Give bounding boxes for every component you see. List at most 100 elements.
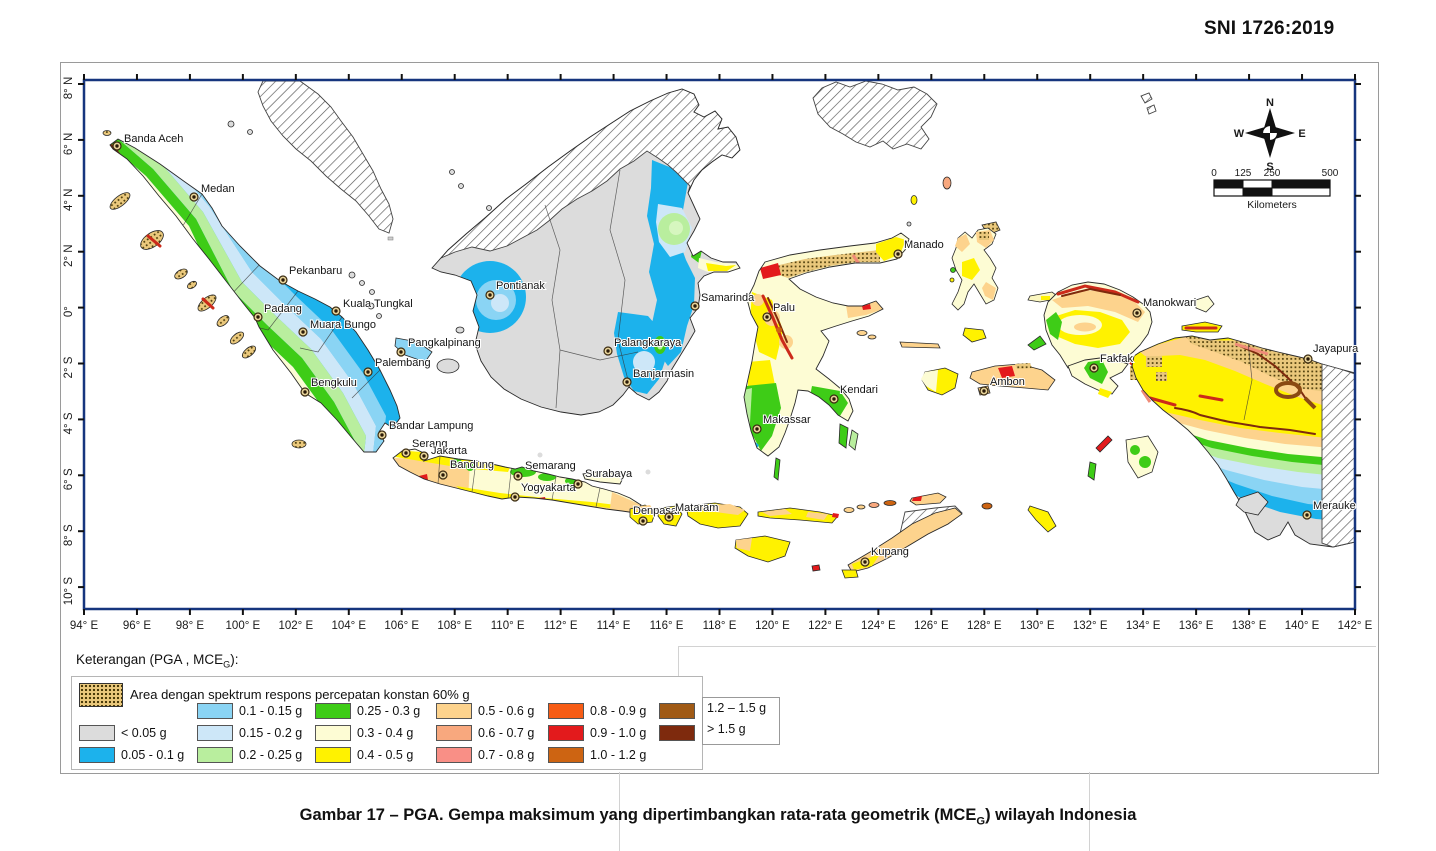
city-label: Ambon: [990, 376, 1025, 388]
city-marker-dot: [115, 144, 119, 148]
x-axis-label: 100° E: [226, 620, 261, 632]
city-marker-dot: [576, 482, 580, 486]
legend-swatch: [436, 703, 472, 719]
city-label: Banda Aceh: [124, 133, 183, 145]
x-axis-label: 136° E: [1179, 620, 1214, 632]
x-axis-label: 130° E: [1020, 620, 1055, 632]
sulawesi-small-islands: [773, 176, 952, 481]
legend-title-pre: Keterangan (PGA , MCE: [76, 652, 224, 667]
city-label: Muara Bungo: [310, 319, 376, 331]
city-marker-dot: [256, 315, 260, 319]
city-marker-dot: [863, 560, 867, 564]
table-line-v2: [619, 772, 620, 851]
legend-label: 0.05 - 0.1 g: [121, 748, 185, 762]
city-marker-dot: [516, 474, 520, 478]
legend-swatch: [548, 725, 584, 741]
city-marker-dot: [488, 293, 492, 297]
legend-swatch: [548, 747, 584, 763]
legend-hatch-label: Area dengan spektrum respons percepatan …: [130, 687, 470, 702]
figure-caption: Gambar 17 – PGA. Gempa maksimum yang dip…: [0, 806, 1436, 827]
y-axis-label: 2° S: [63, 356, 75, 378]
x-axis-label: 96° E: [123, 620, 152, 632]
city-marker-dot: [301, 330, 305, 334]
scale-500: 500: [1322, 168, 1339, 179]
x-axis-label: 114° E: [597, 620, 631, 632]
legend-label: 0.6 - 0.7 g: [478, 726, 535, 740]
mentawai-islands: [102, 120, 307, 449]
legend-label: 0.7 - 0.8 g: [478, 748, 535, 762]
legend-title-post: ):: [230, 652, 239, 667]
city-marker-dot: [641, 519, 645, 523]
papua-birds-head: [1043, 281, 1153, 403]
scale-125: 125: [1235, 168, 1252, 179]
city-marker-dot: [1135, 311, 1139, 315]
compass-w-label: W: [1234, 128, 1245, 140]
legend-swatch: [197, 747, 233, 763]
legend-title: Keterangan (PGA , MCEG):: [76, 652, 238, 670]
city-marker-dot: [755, 427, 759, 431]
x-axis-label: 106° E: [384, 620, 419, 632]
city-marker-dot: [441, 473, 445, 477]
city-label: Serang: [412, 438, 447, 450]
x-axis-label: 110° E: [491, 620, 525, 632]
city-label: Kupang: [871, 546, 909, 558]
y-axis-label: 0°: [63, 306, 75, 317]
city-label: Palangkaraya: [614, 337, 682, 349]
legend-label: 1.2 – 1.5 g: [707, 701, 767, 715]
city-label: Pontianak: [496, 280, 545, 292]
legend-label: 0.5 - 0.6 g: [478, 704, 535, 718]
x-axis-label: 142° E: [1338, 620, 1373, 632]
scale-unit-label: Kilometers: [1247, 199, 1297, 211]
city-marker-dot: [334, 309, 338, 313]
papua-islands: [1087, 295, 1269, 516]
legend-box: Area dengan spektrum respons percepatan …: [71, 676, 703, 770]
legend-swatch: [79, 725, 115, 741]
legend-swatch: [79, 747, 115, 763]
legend-swatch: [659, 703, 695, 719]
city-marker-dot: [1305, 513, 1309, 517]
y-axis-label: 2° N: [63, 244, 75, 267]
city-marker-dot: [765, 315, 769, 319]
table-line-v3: [1089, 772, 1090, 851]
city-label: Banjarmasin: [633, 368, 694, 380]
x-axis-label: 138° E: [1232, 620, 1267, 632]
legend-swatch: [315, 703, 351, 719]
city-label: Palu: [773, 302, 795, 314]
city-label: Jayapura: [1313, 343, 1359, 355]
city-label: Kuala Tungkal: [343, 298, 413, 310]
city-layer: Banda Aceh Medan Pekanbaru Padang Kuala Tung…: [112, 132, 1360, 567]
city-marker-dot: [625, 380, 629, 384]
city-label: Fakfak: [1100, 353, 1134, 365]
city-label: Bengkulu: [311, 377, 357, 389]
y-axis-label: 8° S: [63, 524, 75, 546]
y-axis-label: 6° S: [63, 468, 75, 490]
legend-swatch: [315, 747, 351, 763]
compass-s-label: S: [1266, 161, 1273, 173]
compass-e-label: E: [1298, 128, 1305, 140]
city-label: Kendari: [840, 384, 878, 396]
legend-swatch: [436, 747, 472, 763]
city-marker-dot: [667, 515, 671, 519]
city-marker-dot: [422, 454, 426, 458]
legend-swatch: [315, 725, 351, 741]
legend-label: 0.1 - 0.15 g: [239, 704, 303, 718]
city-label: Palembang: [375, 357, 431, 369]
legend-swatch: [197, 725, 233, 741]
png-hatched: [1321, 363, 1355, 548]
city-marker-dot: [606, 349, 610, 353]
caption-pre: Gambar 17 – PGA. Gempa maksimum yang dip…: [299, 806, 977, 824]
y-axis-label: 4° S: [63, 412, 75, 434]
y-axis-label: 10° S: [63, 577, 75, 606]
city-label: Medan: [201, 183, 235, 195]
city-marker-dot: [192, 195, 196, 199]
legend-label: 0.9 - 1.0 g: [590, 726, 647, 740]
compass-rose: N S E W: [1234, 97, 1306, 173]
legend-hatch-swatch: [79, 683, 123, 707]
city-label: Surabaya: [585, 468, 633, 480]
city-label: Padang: [264, 303, 302, 315]
city-marker-dot: [513, 495, 517, 499]
legend-label: 0.3 - 0.4 g: [357, 726, 414, 740]
caption-sub: G: [976, 815, 986, 828]
